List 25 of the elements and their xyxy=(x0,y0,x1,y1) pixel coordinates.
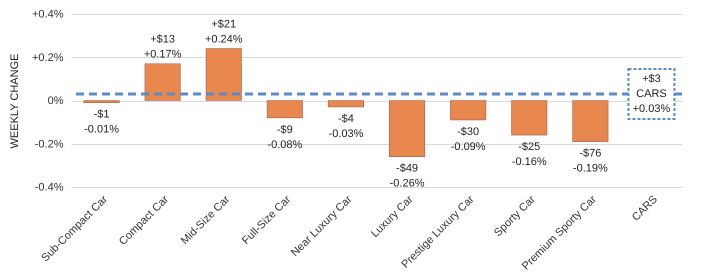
data-label: -$1 -0.01% xyxy=(84,108,120,136)
ref-line-label: +$3 CARS +0.03% xyxy=(632,73,670,116)
bar xyxy=(389,100,426,158)
data-label: +$21 +0.24% xyxy=(204,18,243,46)
y-tick-label: -0.4% xyxy=(34,182,64,194)
y-tick-label: -0.2% xyxy=(34,138,64,150)
bar xyxy=(206,48,242,101)
bar xyxy=(328,100,364,108)
data-label: -$49 -0.26% xyxy=(390,162,425,190)
y-tick-label: +0.4% xyxy=(32,8,64,20)
data-label: -$76 -0.19% xyxy=(572,148,608,175)
bar xyxy=(144,63,181,101)
bar xyxy=(266,100,303,118)
bar xyxy=(572,100,608,142)
bar xyxy=(511,100,548,136)
bar xyxy=(450,100,486,120)
y-axis-title: WEEKLY CHANGE xyxy=(9,54,22,148)
data-label: -$25 -0.16% xyxy=(512,141,547,168)
bar xyxy=(84,100,120,103)
data-label: -$4 -0.03% xyxy=(328,112,364,140)
data-label: -$9 -0.08% xyxy=(267,124,302,151)
data-label: +$13 +0.17% xyxy=(144,34,182,61)
y-tick-label: 0% xyxy=(48,95,64,107)
data-label: -$30 -0.09% xyxy=(450,126,486,153)
y-tick-label: +0.2% xyxy=(32,52,64,64)
